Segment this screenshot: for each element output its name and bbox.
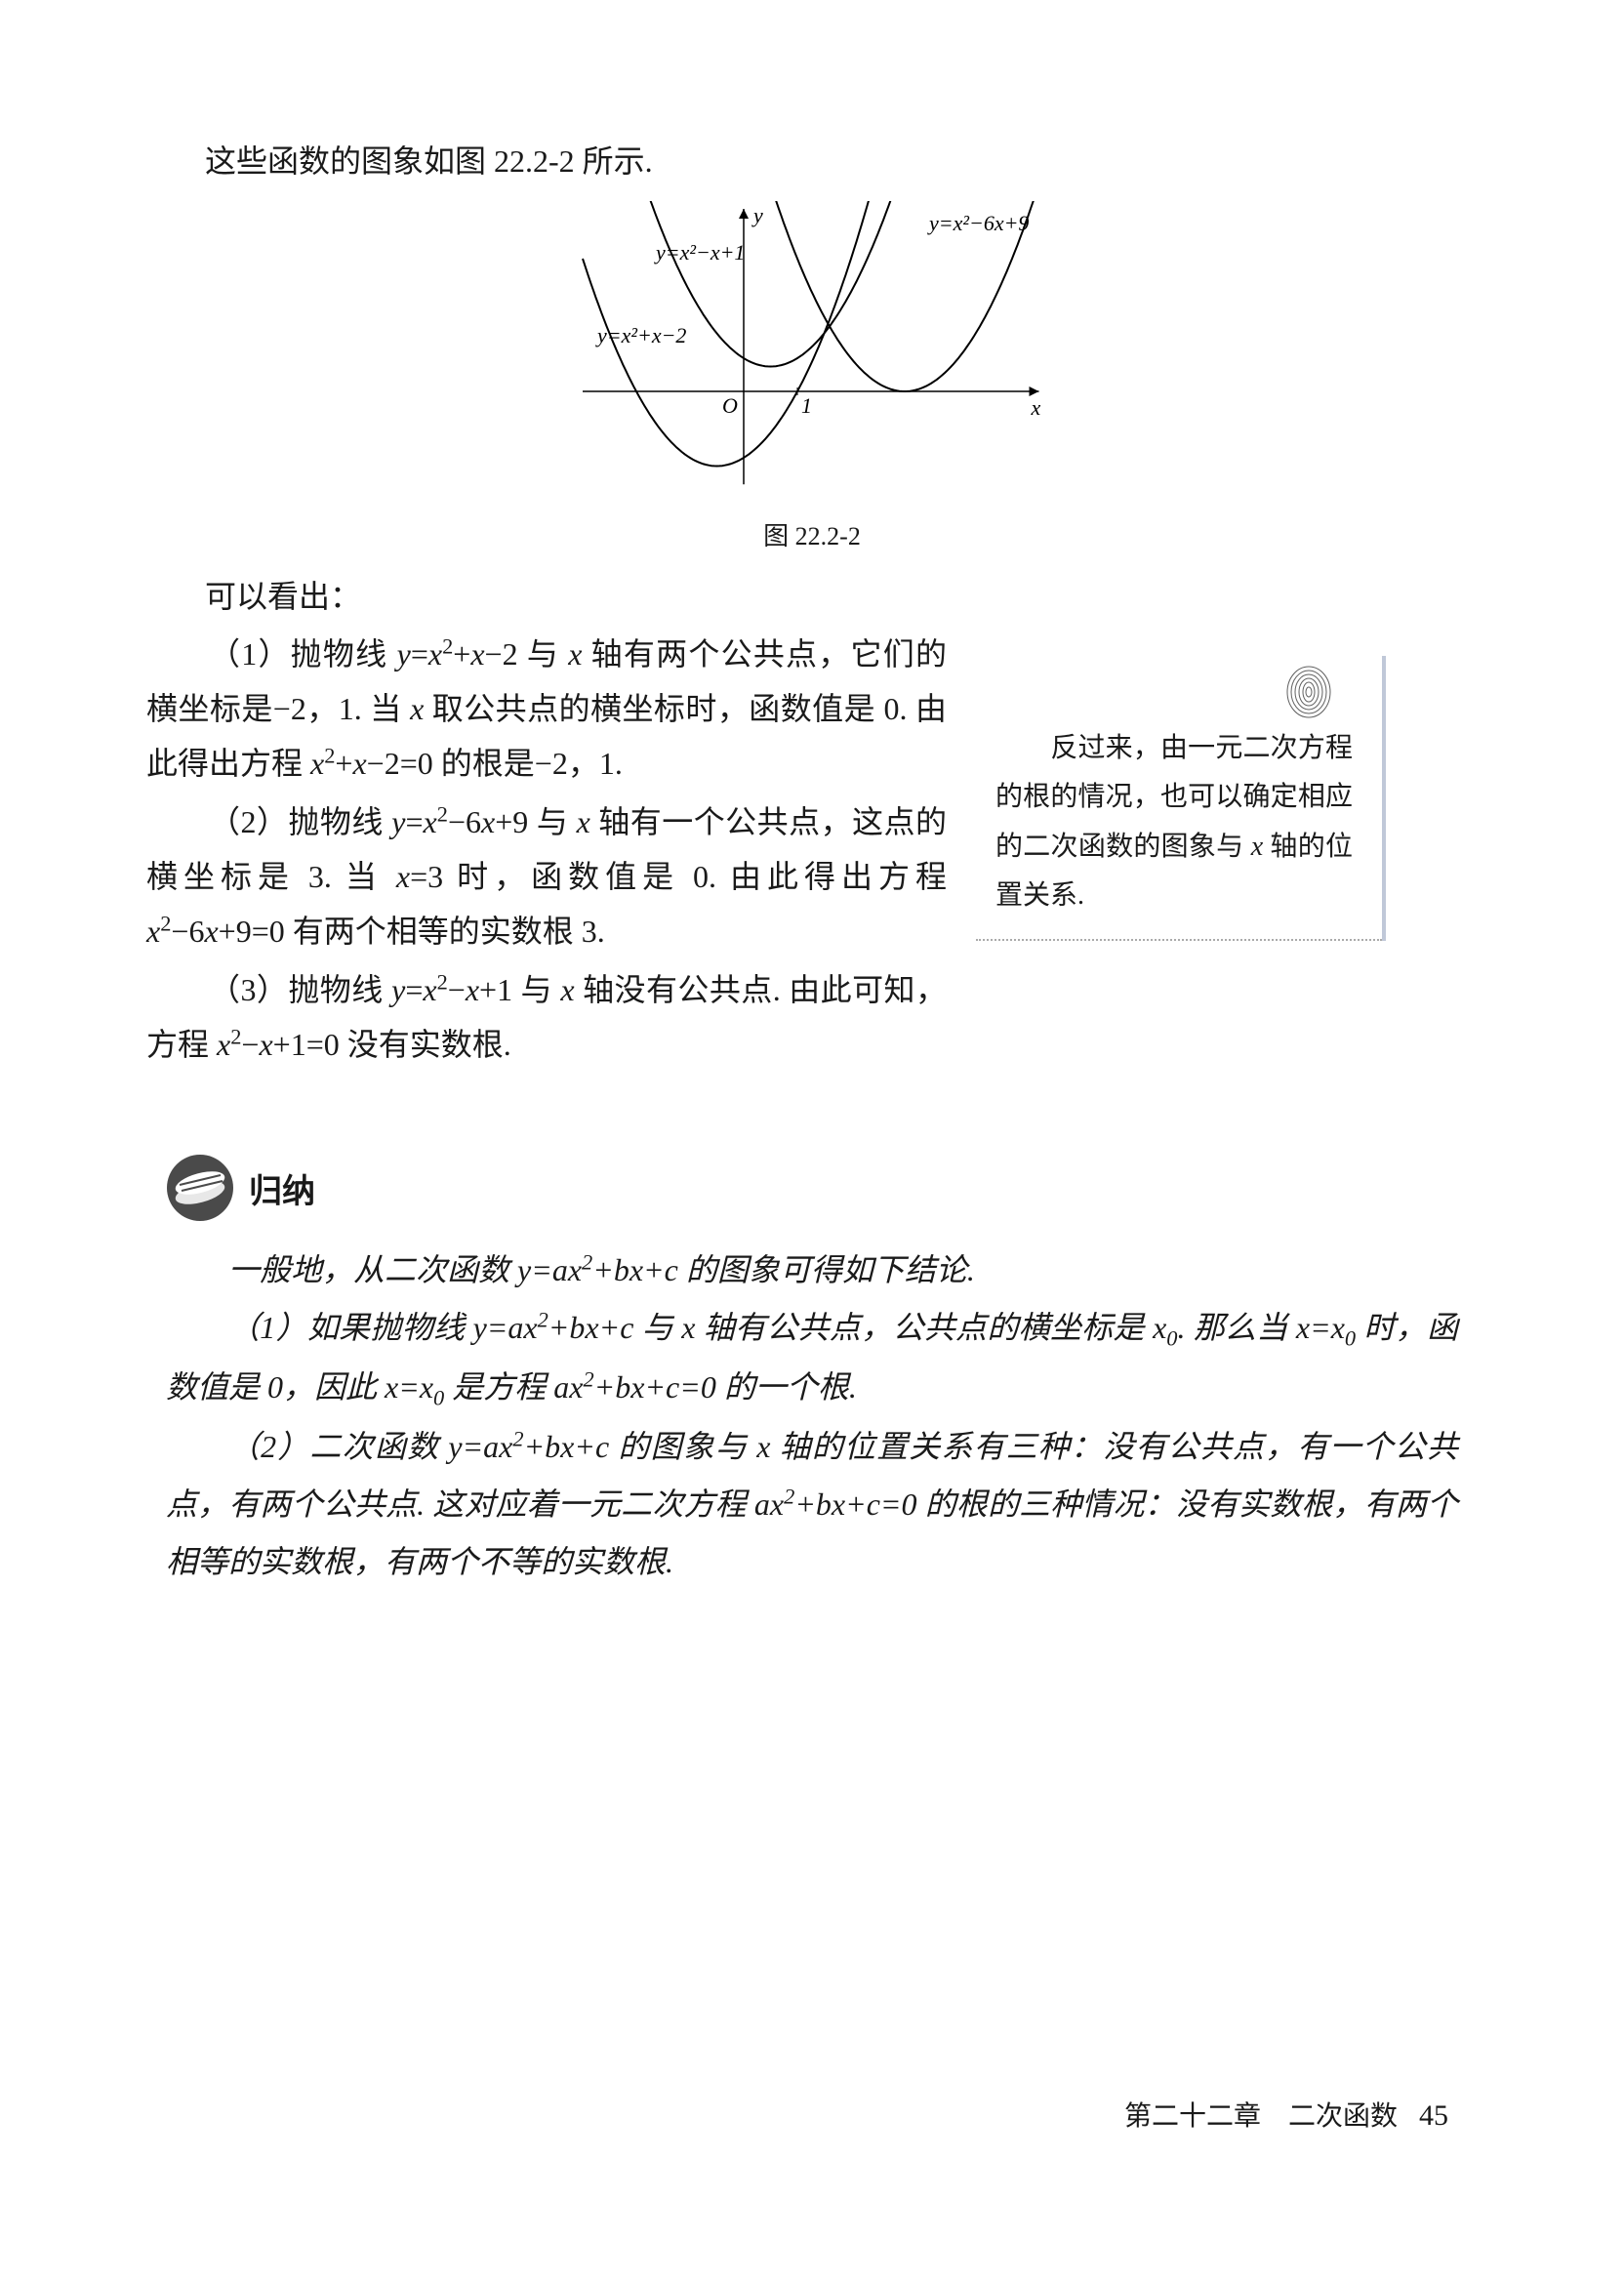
section-title: 归纳 bbox=[249, 1164, 315, 1212]
fingerprint-icon bbox=[1284, 666, 1333, 719]
chapter-label: 第二十二章 二次函数 bbox=[1124, 2101, 1398, 2132]
left-column: （1）抛物线 y=x2+x−2 与 x 轴有两个公共点，它们的横坐标是−2，1.… bbox=[146, 627, 947, 1076]
svg-text:O: O bbox=[722, 393, 738, 418]
figure-container: 1 Ox yy=x²−x+1 y=x²−6x+9 y=x²+x−2 图 22.2-2 bbox=[146, 201, 1478, 552]
point-1: （1）抛物线 y=x2+x−2 与 x 轴有两个公共点，它们的横坐标是−2，1.… bbox=[146, 627, 947, 791]
summary-icon bbox=[166, 1154, 234, 1222]
main-content-row: （1）抛物线 y=x2+x−2 与 x 轴有两个公共点，它们的横坐标是−2，1.… bbox=[146, 627, 1478, 1076]
svg-text:y=x²−6x+9: y=x²−6x+9 bbox=[927, 211, 1029, 235]
svg-text:y=x²−x+1: y=x²−x+1 bbox=[654, 240, 745, 265]
svg-text:y=x²+x−2: y=x²+x−2 bbox=[595, 323, 686, 347]
point-3: （3）抛物线 y=x2−x+1 与 x 轴没有公共点. 由此可知，方程 x2−x… bbox=[146, 962, 947, 1072]
parabola-graph: 1 Ox yy=x²−x+1 y=x²−6x+9 y=x²+x−2 bbox=[578, 201, 1046, 504]
svg-text:1: 1 bbox=[801, 393, 812, 418]
sidebar-note: 反过来，由一元二次方程的根的情况，也可以确定相应的二次函数的图象与 x 轴的位置… bbox=[976, 656, 1386, 941]
observation-header: 可以看出： bbox=[205, 572, 1478, 617]
summary-block: 一般地，从二次函数 y=ax2+bx+c 的图象可得如下结论. （1）如果抛物线… bbox=[146, 1242, 1478, 1591]
figure-caption: 图 22.2-2 bbox=[146, 516, 1478, 552]
summary-2: （1）如果抛物线 y=ax2+bx+c 与 x 轴有公共点，公共点的横坐标是 x… bbox=[166, 1299, 1458, 1418]
summary-1: 一般地，从二次函数 y=ax2+bx+c 的图象可得如下结论. bbox=[166, 1242, 1458, 1299]
point-2: （2）抛物线 y=x2−6x+9 与 x 轴有一个公共点，这点的横坐标是 3. … bbox=[146, 794, 947, 958]
svg-text:y: y bbox=[751, 203, 763, 227]
section-header: 归纳 bbox=[166, 1154, 1478, 1222]
intro-text: 这些函数的图象如图 22.2-2 所示. bbox=[205, 137, 1478, 182]
page-footer: 第二十二章 二次函数 45 bbox=[1124, 2095, 1448, 2134]
svg-text:x: x bbox=[1031, 395, 1041, 420]
sidebar-border bbox=[976, 938, 1382, 941]
summary-3: （2）二次函数 y=ax2+bx+c 的图象与 x 轴的位置关系有三种：没有公共… bbox=[166, 1418, 1458, 1592]
right-column: 反过来，由一元二次方程的根的情况，也可以确定相应的二次函数的图象与 x 轴的位置… bbox=[976, 627, 1386, 1076]
page-number: 45 bbox=[1419, 2099, 1448, 2132]
sidebar-text: 反过来，由一元二次方程的根的情况，也可以确定相应的二次函数的图象与 x 轴的位置… bbox=[995, 733, 1353, 911]
